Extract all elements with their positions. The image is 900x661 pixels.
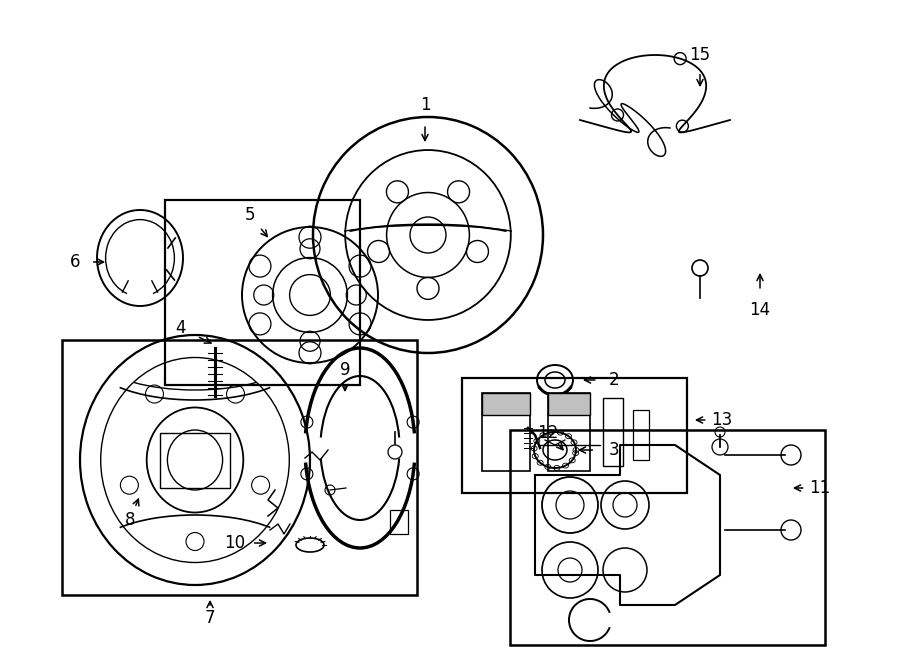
Bar bbox=[510, 430, 825, 645]
Text: 1: 1 bbox=[419, 96, 430, 114]
Text: 9: 9 bbox=[340, 361, 350, 379]
Bar bbox=[548, 393, 590, 471]
Bar bbox=[548, 393, 590, 415]
Bar bbox=[62, 340, 417, 595]
Text: 3: 3 bbox=[608, 441, 619, 459]
Text: 13: 13 bbox=[711, 411, 733, 429]
Bar bbox=[482, 393, 530, 415]
Text: 8: 8 bbox=[125, 511, 135, 529]
Bar bbox=[462, 378, 687, 493]
Bar bbox=[390, 510, 408, 534]
Text: 2: 2 bbox=[608, 371, 619, 389]
Text: 15: 15 bbox=[689, 46, 711, 64]
Bar bbox=[633, 410, 649, 460]
Text: 5: 5 bbox=[245, 206, 256, 224]
Text: 4: 4 bbox=[175, 319, 185, 337]
Bar bbox=[482, 393, 530, 471]
Text: 14: 14 bbox=[750, 301, 770, 319]
Bar bbox=[603, 398, 623, 466]
Bar bbox=[165, 200, 360, 385]
Text: 12: 12 bbox=[537, 424, 559, 442]
Text: 10: 10 bbox=[224, 534, 246, 552]
Text: 11: 11 bbox=[809, 479, 831, 497]
Text: 6: 6 bbox=[70, 253, 80, 271]
Bar bbox=[160, 433, 230, 488]
Text: 7: 7 bbox=[205, 609, 215, 627]
